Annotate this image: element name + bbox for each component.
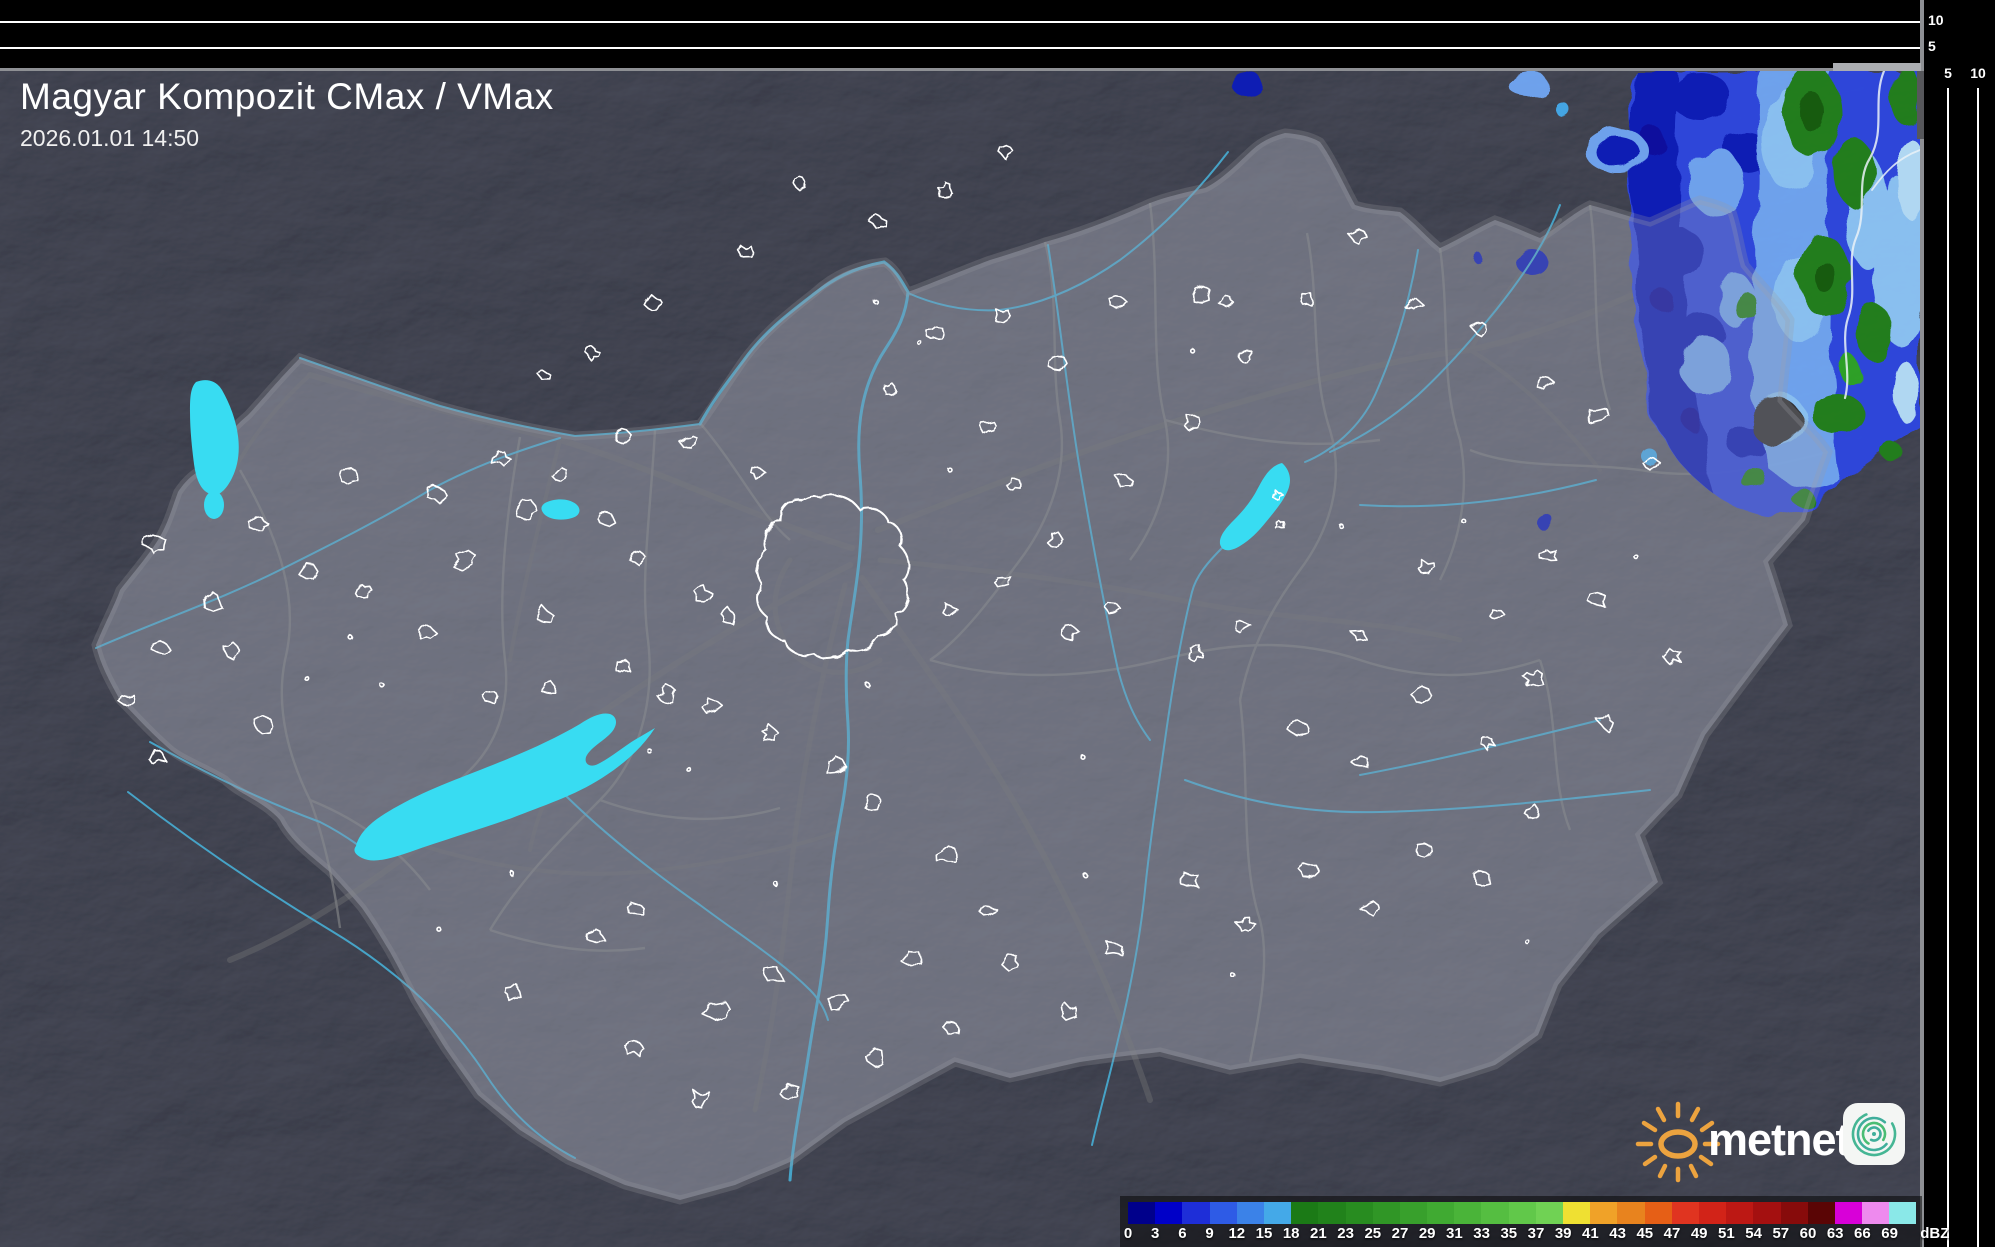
legend-cell [1236,1202,1264,1224]
edge-marker-bar [1917,71,1924,139]
legend-cell [1345,1202,1373,1224]
profile-gridline-10 [0,21,1922,23]
legend-cell [1563,1202,1591,1224]
legend-tick-label: 9 [1205,1225,1214,1242]
legend-cell [1399,1202,1428,1224]
panel-separator-vertical [1920,0,1924,1247]
legend-tick-label: 23 [1337,1225,1354,1242]
timestamp: 2026.01.01 14:50 [20,125,200,151]
legend-tick-label: 27 [1391,1225,1409,1242]
legend-tick-label: 66 [1854,1225,1871,1242]
profile-marker-bar [1833,63,1921,71]
sun-icon [1635,1101,1721,1183]
lake-balaton [354,713,655,861]
legend-tick-label: 0 [1123,1225,1133,1242]
settlement-outlines [117,143,1682,1108]
profile-gridline-v5 [1947,88,1949,1247]
legend-tick-label: 54 [1745,1225,1762,1242]
right-axis-label-10: 10 [1970,65,1986,81]
profile-gridline-5 [0,47,1922,49]
legend-tick-label: 45 [1636,1225,1654,1242]
legend-cell [1508,1202,1536,1224]
legend-tick-label: 33 [1473,1225,1490,1242]
legend-color-bar [1128,1202,1917,1224]
legend-tick-label: 57 [1772,1225,1790,1242]
top-axis-label-5: 5 [1928,38,1936,54]
legend-tick-label: 12 [1228,1225,1246,1242]
legend-tick-label: 37 [1527,1225,1545,1242]
page-title: Magyar Kompozit CMax / VMax [20,76,554,117]
logo-wordmark: metnet [1708,1114,1851,1165]
top-axis-label-10: 10 [1928,12,1944,28]
legend-tick-label: 60 [1799,1225,1817,1242]
legend-tick-label: 39 [1554,1225,1572,1242]
legend-cell [1889,1202,1917,1224]
legend-tick-label: 63 [1826,1225,1844,1242]
legend-tick-label: 31 [1446,1225,1463,1242]
legend-cell [1481,1202,1509,1224]
lake-velence [541,499,580,520]
legend-tick-label: 3 [1151,1225,1160,1242]
legend-tick-label: 41 [1582,1225,1599,1242]
right-axis-label-5: 5 [1944,65,1952,81]
app-icon [1843,1103,1905,1165]
legend-cell [1780,1202,1808,1224]
legend-cell [1182,1202,1210,1224]
legend-cell [1590,1202,1618,1224]
lake-tisza [1219,463,1290,551]
lake-ferto [190,380,239,496]
rivers-over-echo [1843,71,1920,400]
legend-cell [1671,1202,1699,1224]
legend-unit-label: dBZ [1920,1225,1950,1242]
legend-cell [1698,1202,1727,1224]
legend-cell [1807,1202,1835,1224]
reflectivity-legend: 0 3 6 9 12 15 18 21 23 25 27 29 31 33 35 37 39 41 43 45 47 49… [1120,1196,1949,1247]
legend-cell [1753,1202,1781,1224]
legend-cell [1291,1202,1319,1224]
legend-tick-label: 43 [1609,1225,1626,1242]
legend-tick-label: 25 [1364,1225,1382,1242]
legend-tick-label: 49 [1690,1225,1708,1242]
legend-tick-label: 69 [1881,1225,1898,1242]
legend-tick-label: 47 [1663,1225,1681,1242]
legend-tick-label: 21 [1310,1225,1327,1242]
side-profile-panel [1924,0,1995,1247]
legend-cell [1128,1202,1156,1224]
legend-cell [1834,1202,1863,1224]
legend-tick-label: 51 [1718,1225,1735,1242]
legend-cell [1427,1202,1455,1224]
legend-cell [1535,1202,1563,1224]
legend-cell [1263,1202,1292,1224]
time-height-profile-panel [0,0,1922,69]
metnet-logo: metnet [1630,1090,1915,1183]
radar-map [0,71,1920,1247]
profile-gridline-v10 [1977,88,1979,1247]
lakes [190,380,1290,861]
legend-tick-label: 35 [1500,1225,1518,1242]
legend-cell [1862,1202,1890,1224]
legend-cell [1372,1202,1400,1224]
legend-tick-label: 18 [1282,1225,1300,1242]
budapest-outline [756,494,910,660]
panel-separator-horizontal [0,68,1922,71]
legend-tick-label: 29 [1418,1225,1436,1242]
legend-cell [1726,1202,1754,1224]
legend-cell [1155,1202,1183,1224]
legend-tick-label: 15 [1255,1225,1273,1242]
legend-cell [1454,1202,1482,1224]
legend-cell [1209,1202,1237,1224]
legend-cell [1617,1202,1645,1224]
legend-tick-label: 6 [1178,1225,1187,1242]
title-block: Magyar Kompozit CMax / VMax 2026.01.01 1… [20,76,554,152]
legend-cell [1644,1202,1672,1224]
legend-cell [1318,1202,1346,1224]
